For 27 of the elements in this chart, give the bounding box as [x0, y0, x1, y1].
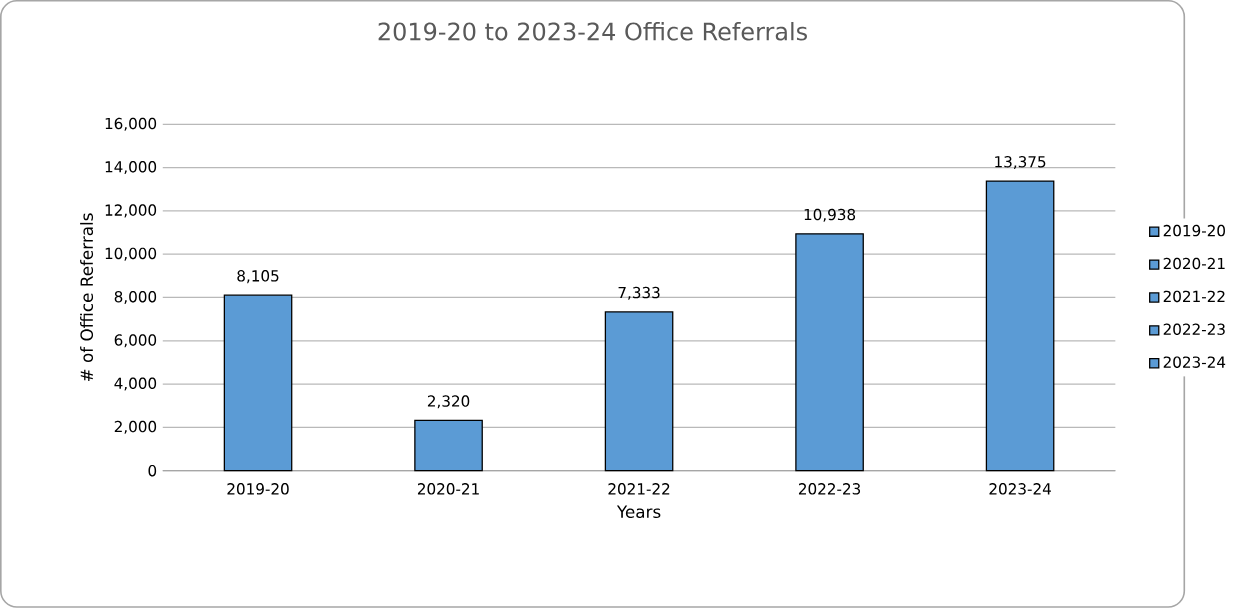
y-tick-label: 0	[148, 465, 157, 477]
data-label: 13,375	[995, 156, 1046, 170]
legend-label: 2019-20	[1163, 224, 1225, 237]
x-tick-label: 2022-23	[798, 483, 861, 495]
data-label: 7,333	[618, 286, 660, 300]
legend-label: 2020-21	[1163, 257, 1225, 270]
y-tick-label: 16,000	[105, 117, 157, 131]
data-label: 10,938	[804, 208, 856, 222]
x-axis-title: Years	[616, 505, 661, 519]
y-axis-title: # of Office Referrals	[80, 213, 94, 382]
x-tick-label: 2023-24	[989, 483, 1051, 495]
x-tick-label: 2020-21	[417, 483, 479, 495]
y-tick-label: 8,000	[114, 291, 157, 305]
chart-title: 2019-20 to 2023-24 Office Referrals	[378, 22, 807, 41]
legend-label: 2023-24	[1163, 356, 1226, 368]
data-label: 8,105	[237, 270, 279, 284]
y-tick-label: 12,000	[105, 204, 157, 218]
y-tick-label: 14,000	[105, 161, 157, 175]
x-tick-label: 2021-22	[608, 483, 670, 495]
y-tick-label: 6,000	[114, 334, 157, 348]
y-tick-label: 10,000	[105, 247, 157, 261]
data-label: 2,320	[427, 395, 470, 409]
y-tick-label: 2,000	[114, 420, 157, 434]
x-tick-label: 2019-20	[227, 483, 289, 495]
y-tick-label: 4,000	[114, 377, 157, 391]
legend-label: 2022-23	[1163, 323, 1225, 336]
legend-label: 2021-22	[1163, 290, 1225, 303]
